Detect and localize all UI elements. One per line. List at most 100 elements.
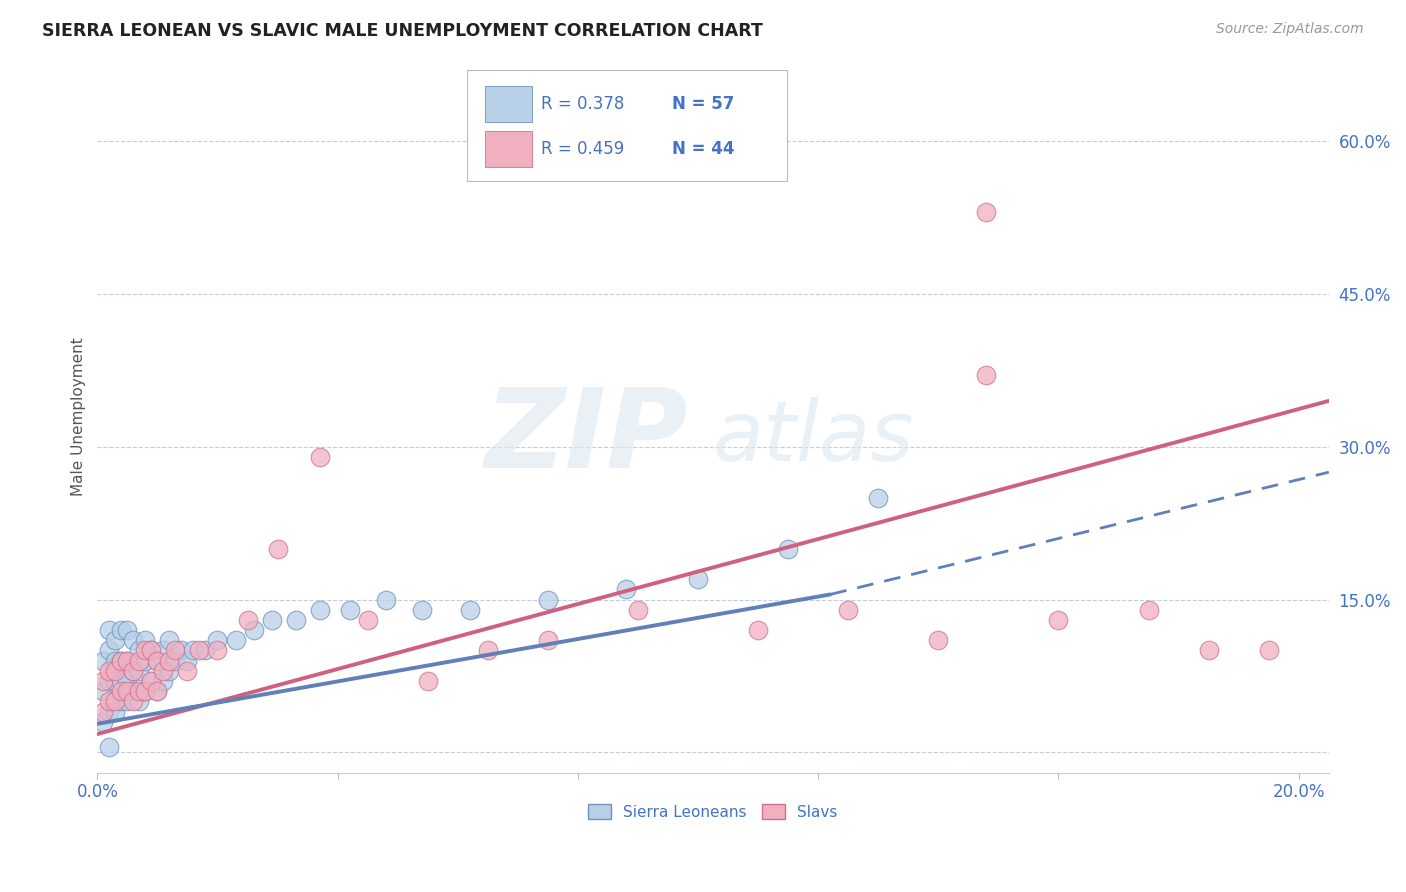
Bar [485,131,531,167]
Text: R = 0.378: R = 0.378 [541,95,624,112]
Point [104,674,127,689]
Point [110,684,132,698]
Point [110,674,132,689]
Point [537,592,560,607]
Point [93,714,115,729]
Point [207,643,229,657]
Point [159,654,181,668]
Text: R = 0.459: R = 0.459 [541,140,624,158]
Point [146,684,169,698]
Point [686,154,709,169]
Point [134,654,156,668]
Point [117,684,139,698]
Point [1047,613,1070,627]
Point [93,674,115,689]
Point [104,654,127,668]
Point [236,613,259,627]
Point [458,603,481,617]
Point [141,674,163,689]
Point [117,654,139,668]
Point [98,674,121,689]
Point [176,654,198,668]
Point [152,664,174,678]
Point [225,633,247,648]
Point [122,664,145,678]
Text: SIERRA LEONEAN VS SLAVIC MALE UNEMPLOYMENT CORRELATION CHART: SIERRA LEONEAN VS SLAVIC MALE UNEMPLOYME… [42,22,763,40]
Point [165,643,187,657]
Point [976,205,998,219]
Point [374,592,396,607]
Point [537,633,560,648]
Point [927,633,949,648]
Point [194,643,217,657]
Point [134,684,156,698]
Point [183,643,205,657]
Text: Source: ZipAtlas.com: Source: ZipAtlas.com [1216,22,1364,37]
Point [104,664,127,678]
Point [104,705,127,719]
Point [93,654,115,668]
Point [104,633,127,648]
Text: N = 44: N = 44 [672,140,735,158]
Point [141,643,163,657]
Point [356,613,378,627]
Point [308,603,330,617]
Point [98,694,121,708]
Point [614,582,637,597]
Point [98,643,121,657]
Point [308,450,330,464]
Point [122,633,145,648]
Point [134,643,156,657]
Point [98,623,121,637]
Point [117,623,139,637]
Point [266,541,288,556]
Point [242,623,264,637]
Point [117,654,139,668]
Point [1137,603,1160,617]
Point [837,603,859,617]
Point [110,654,132,668]
Point [159,633,181,648]
Point [170,643,193,657]
Point [117,674,139,689]
Point [128,694,150,708]
Point [122,694,145,708]
Legend: Sierra Leoneans, Slavs: Sierra Leoneans, Slavs [582,797,844,826]
Point [141,643,163,657]
Point [339,603,361,617]
FancyBboxPatch shape [467,70,787,181]
Point [146,654,169,668]
Text: ZIP: ZIP [485,384,689,491]
Point [128,654,150,668]
Text: N = 57: N = 57 [672,95,735,112]
Point [260,613,283,627]
Point [122,684,145,698]
Point [134,684,156,698]
Point [98,705,121,719]
Point [165,654,187,668]
Point [152,643,174,657]
Point [627,603,650,617]
Point [128,643,150,657]
Point [411,603,433,617]
Point [146,654,169,668]
Text: atlas: atlas [713,397,915,478]
Point [188,643,211,657]
Point [110,694,132,708]
Point [98,664,121,678]
Point [477,643,499,657]
Point [93,684,115,698]
Point [868,491,890,505]
Point [284,613,307,627]
Point [134,633,156,648]
Point [98,740,121,755]
Point [128,664,150,678]
Point [141,674,163,689]
Point [146,684,169,698]
Point [176,664,198,678]
Point [93,705,115,719]
Point [778,541,800,556]
Point [1257,643,1279,657]
Point [207,633,229,648]
Point [686,572,709,586]
